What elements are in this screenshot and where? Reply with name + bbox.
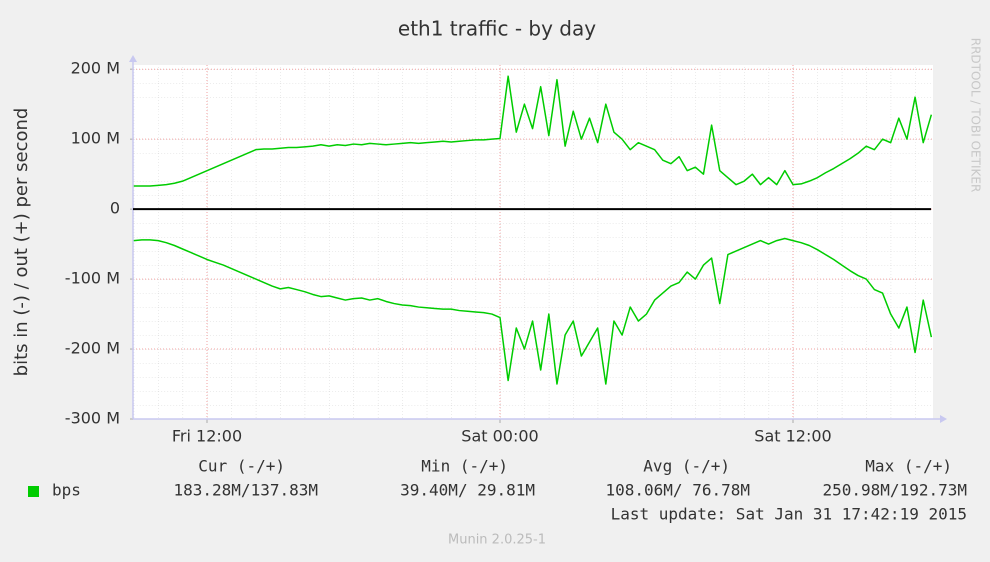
chart-title: eth1 traffic - by day xyxy=(398,17,596,41)
y-tick-label: 0 xyxy=(110,199,120,218)
series-line xyxy=(133,237,933,385)
stats-value: 183.28M/137.83M xyxy=(174,481,319,500)
stats-header: Avg (-/+) xyxy=(643,457,730,476)
y-axis-arrow xyxy=(129,55,137,62)
y-tick-label: -300 M xyxy=(65,409,120,428)
last-update: Last update: Sat Jan 31 17:42:19 2015 xyxy=(611,505,967,524)
stats-header: Max (-/+) xyxy=(865,457,952,476)
stats-value: 108.06M/ 76.78M xyxy=(606,481,751,500)
x-tick-label: Sat 00:00 xyxy=(461,427,538,446)
x-tick-label: Sat 12:00 xyxy=(754,427,831,446)
stats-value: 39.40M/ 29.81M xyxy=(400,481,535,500)
y-tick-label: 100 M xyxy=(71,129,120,148)
stats-value: 250.98M/192.73M xyxy=(823,481,968,500)
legend-label: bps xyxy=(52,481,81,500)
stats-header: Min (-/+) xyxy=(421,457,508,476)
legend-swatch xyxy=(28,486,39,497)
credit: RRDTOOL / TOBI OETIKER xyxy=(969,38,983,193)
series-line xyxy=(133,75,933,187)
y-tick-label: -100 M xyxy=(65,269,120,288)
x-axis-arrow xyxy=(940,415,947,423)
stats-header: Cur (-/+) xyxy=(198,457,285,476)
y-tick-label: -200 M xyxy=(65,339,120,358)
minor-grid xyxy=(133,65,933,419)
generator: Munin 2.0.25-1 xyxy=(448,533,546,548)
y-axis-label: bits in (-) / out (+) per second xyxy=(11,108,32,377)
y-tick-label: 200 M xyxy=(71,59,120,78)
x-tick-label: Fri 12:00 xyxy=(172,427,242,446)
